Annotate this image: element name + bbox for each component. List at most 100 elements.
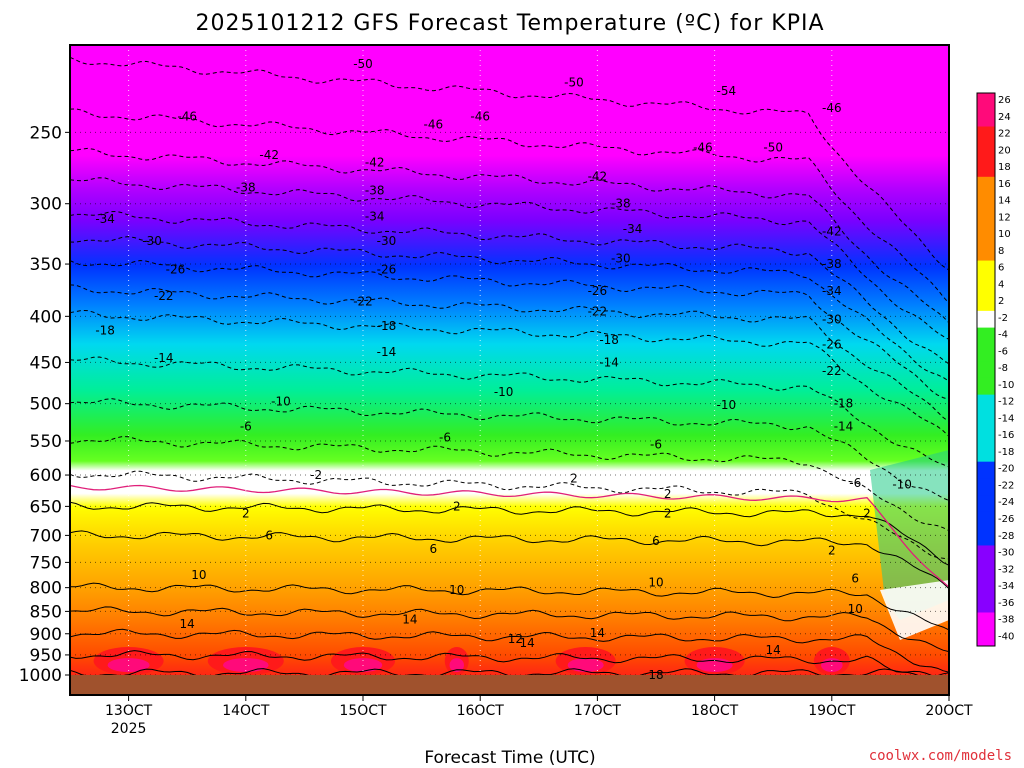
contour-label: -50 — [353, 57, 373, 71]
x-tick-label: 19OCT — [808, 703, 856, 719]
colorbar-swatch — [977, 578, 995, 597]
contour-label: -42 — [822, 224, 842, 238]
contour-label: 10 — [449, 583, 464, 597]
colorbar-swatch — [977, 394, 995, 412]
y-tick-label: 700 — [30, 526, 62, 546]
ground-surface — [70, 675, 949, 695]
colorbar-tick-label: -38 — [998, 615, 1014, 626]
isotherm-line — [70, 309, 949, 437]
contour-label: 10 — [191, 568, 206, 582]
x-tick-label: 14OCT — [222, 703, 270, 719]
colorbar-tick-label: -12 — [998, 397, 1014, 408]
colorbar-swatch — [977, 612, 995, 630]
contour-label: 2 — [664, 487, 672, 501]
contour-label: 2 — [242, 507, 250, 521]
x-tick-label: 20OCT — [925, 703, 973, 719]
contour-label: -46 — [822, 101, 842, 115]
colorbar-tick-label: 14 — [998, 196, 1011, 207]
colorbar-tick-label: -14 — [998, 413, 1014, 424]
contour-label: -38 — [822, 257, 842, 271]
contour-label: -30 — [377, 234, 397, 248]
colorbar-swatch — [977, 528, 995, 546]
colorbar-swatch — [977, 461, 995, 479]
contour-label: -26 — [822, 338, 842, 352]
colorbar-tick-label: 16 — [998, 179, 1011, 190]
contour-label: -42 — [259, 148, 279, 162]
y-tick-label: 450 — [30, 353, 62, 373]
near-surface-warm-cells — [93, 647, 850, 676]
contour-label: 14 — [766, 643, 781, 657]
contour-label: -50 — [763, 141, 783, 155]
credit-text: coolwx.com/models — [869, 748, 1012, 764]
isotherm-line — [70, 470, 949, 560]
y-tick-label: 950 — [30, 646, 62, 666]
colorbar-tick-label: -34 — [998, 581, 1014, 592]
colorbar-tick-label: -22 — [998, 480, 1014, 491]
isotherm-line — [70, 236, 949, 382]
y-tick-label: 500 — [30, 395, 62, 415]
y-tick-label: 750 — [30, 553, 62, 573]
colorbar-swatch — [977, 545, 995, 563]
colorbar-swatch — [977, 344, 995, 362]
colorbar-swatch — [977, 193, 995, 211]
contour-label: -46 — [424, 117, 444, 131]
contour-label: -42 — [588, 170, 608, 184]
colorbar-tick-label: 22 — [998, 129, 1011, 140]
colorbar-tick-label: 4 — [998, 279, 1004, 290]
colorbar-tick-label: -16 — [998, 430, 1014, 441]
isotherm-line — [70, 628, 949, 673]
colorbar-swatch — [977, 93, 995, 111]
y-tick-label: 650 — [30, 497, 62, 517]
x-tick-label: 16OCT — [457, 703, 505, 719]
contour-label: -50 — [564, 75, 584, 89]
isotherm-line — [70, 356, 949, 468]
isotherm-line — [70, 606, 949, 653]
contour-label: -42 — [365, 155, 385, 169]
contour-label: -46 — [693, 141, 713, 155]
contour-label: -22 — [588, 304, 608, 318]
colorbar-swatch — [977, 310, 995, 329]
colorbar-swatch — [977, 243, 995, 262]
contour-label: 2 — [664, 507, 672, 521]
contour-label: -6 — [650, 438, 662, 452]
colorbar-swatch — [977, 495, 995, 513]
contour-label: 2 — [828, 544, 836, 558]
colorbar-swatch — [977, 210, 995, 228]
x-tick-sublabel: 2025 — [111, 721, 147, 737]
contour-label: -34 — [365, 210, 385, 224]
y-tick-label: 800 — [30, 579, 62, 599]
contour-label: -10 — [494, 385, 514, 399]
contour-label: -18 — [599, 333, 619, 347]
contour-label: -18 — [377, 319, 397, 333]
y-tick-label: 1000 — [19, 666, 62, 686]
isotherm-line — [70, 650, 949, 678]
contour-label: -2 — [310, 468, 322, 482]
colorbar-tick-label: -18 — [998, 447, 1014, 458]
contour-label: 14 — [590, 626, 605, 640]
isotherm-line — [70, 284, 949, 423]
isotherm-line — [70, 530, 949, 590]
colorbar-tick-label: 24 — [998, 112, 1011, 123]
colorbar-tick-label: -26 — [998, 514, 1014, 525]
contour-label: -34 — [95, 212, 115, 226]
contour-label: -18 — [95, 324, 115, 338]
contour-label: -30 — [611, 251, 631, 265]
colorbar-swatch — [977, 428, 995, 446]
colorbar-tick-label: -28 — [998, 531, 1014, 542]
contour-label: -26 — [588, 284, 608, 298]
hot-cell — [567, 658, 604, 673]
colorbar-tick-label: 2 — [998, 296, 1004, 307]
y-tick-label: 900 — [30, 625, 62, 645]
colorbar-tick-label: -30 — [998, 548, 1014, 559]
contour-label: -10 — [892, 478, 912, 492]
contour-label: 14 — [402, 613, 417, 627]
contour-label: -10 — [271, 394, 291, 408]
late-cold-air — [870, 450, 949, 620]
contour-label: -18 — [834, 397, 854, 411]
contour-label: -14 — [599, 355, 619, 369]
contour-label: -54 — [717, 84, 737, 98]
contour-label: 14 — [519, 636, 534, 650]
colorbar-swatch — [977, 143, 995, 161]
x-tick-label: 15OCT — [339, 703, 387, 719]
contour-label: -22 — [822, 364, 842, 378]
